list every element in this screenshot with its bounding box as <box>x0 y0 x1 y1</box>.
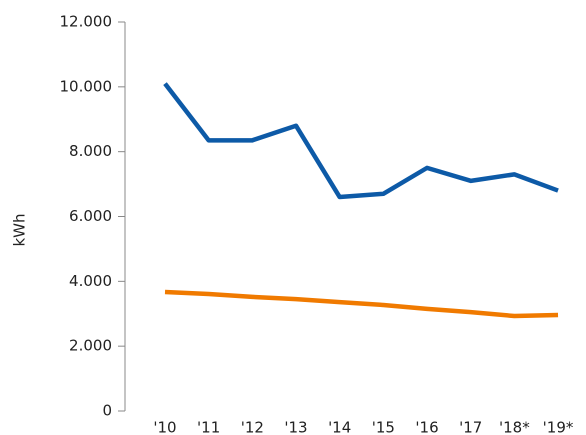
x-tick-label: '16 <box>415 419 438 435</box>
x-tick-label: '15 <box>372 419 395 435</box>
x-tick-label: '12 <box>241 419 264 435</box>
line-series <box>163 82 559 200</box>
x-tick-label: '14 <box>328 419 351 435</box>
y-tick-label: 6.000 <box>69 207 112 225</box>
y-tick-label: 0 <box>102 402 112 420</box>
x-tick-label: '19* <box>543 419 574 435</box>
y-tick-label: 2.000 <box>69 337 112 355</box>
y-tick-label: 4.000 <box>69 272 112 290</box>
x-tick-label: '13 <box>284 419 307 435</box>
x-tick-label: '10 <box>153 419 176 435</box>
x-tick-label: '18* <box>499 419 530 435</box>
y-tick-label: 10.000 <box>60 77 113 95</box>
y-axis-label: kWh <box>11 213 29 246</box>
x-tick-label: '11 <box>197 419 220 435</box>
line-series <box>164 289 559 319</box>
x-tick-label: '17 <box>459 419 482 435</box>
y-tick-label: 12.000 <box>60 13 113 31</box>
y-tick-label: 8.000 <box>69 142 112 160</box>
